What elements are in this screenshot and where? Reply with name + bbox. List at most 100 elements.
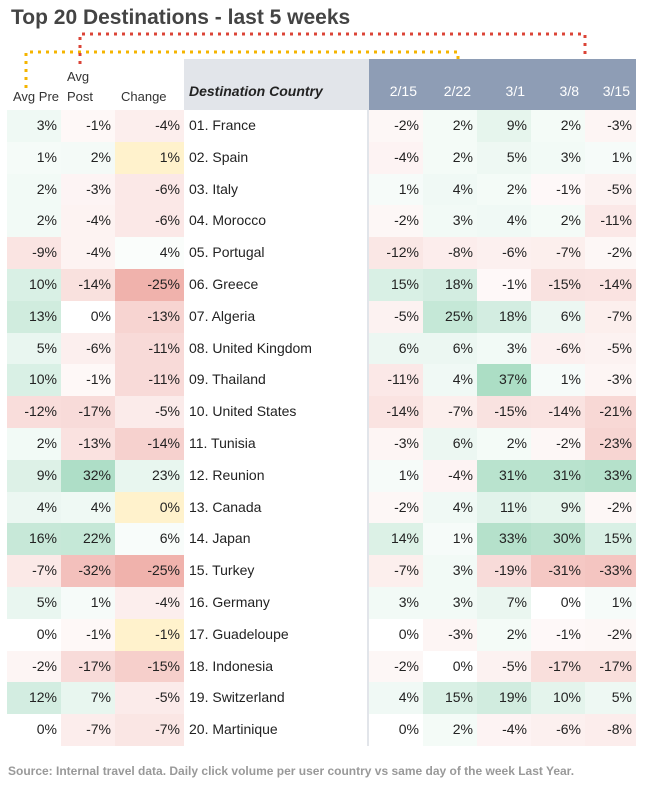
cell-avg-post: -32% bbox=[61, 555, 115, 587]
cell-week-3-15: -5% bbox=[585, 173, 636, 206]
cell-change: 4% bbox=[115, 237, 184, 269]
cell-week-2-15: 0% bbox=[369, 714, 423, 746]
cell-avg-pre: 12% bbox=[7, 682, 61, 715]
cell-week-2-22: -4% bbox=[423, 459, 477, 492]
cell-country: 02. Spain bbox=[184, 141, 367, 174]
cell-avg-post: 32% bbox=[61, 459, 115, 492]
cell-week-3-15: 1% bbox=[585, 141, 636, 174]
cell-week-3-1: 3% bbox=[477, 332, 531, 365]
cell-week-2-22: 4% bbox=[423, 491, 477, 524]
cell-week-3-8: 30% bbox=[531, 523, 585, 556]
cell-change: -15% bbox=[115, 650, 184, 683]
cell-week-2-22: 0% bbox=[423, 650, 477, 683]
cell-week-3-8: -6% bbox=[531, 332, 585, 365]
cell-change: -25% bbox=[115, 269, 184, 301]
header-destination-country: Destination Country bbox=[184, 59, 369, 110]
cell-week-3-8: -31% bbox=[531, 555, 585, 587]
cell-week-2-15: -3% bbox=[369, 428, 423, 460]
cell-week-3-1: 5% bbox=[477, 141, 531, 174]
cell-avg-pre: 5% bbox=[7, 587, 61, 619]
cell-avg-pre: 0% bbox=[7, 618, 61, 651]
cell-avg-post: -3% bbox=[61, 173, 115, 206]
cell-week-2-22: 3% bbox=[423, 205, 477, 238]
cell-week-2-15: 14% bbox=[369, 523, 423, 556]
cell-week-2-15: -2% bbox=[369, 205, 423, 238]
cell-week-3-1: -5% bbox=[477, 650, 531, 683]
cell-week-3-1: 9% bbox=[477, 110, 531, 142]
cell-country: 04. Morocco bbox=[184, 205, 367, 238]
cell-week-3-1: 4% bbox=[477, 205, 531, 238]
cell-country: 17. Guadeloupe bbox=[184, 618, 367, 651]
cell-week-3-8: -6% bbox=[531, 714, 585, 746]
cell-week-2-22: 2% bbox=[423, 714, 477, 746]
chart-title: Top 20 Destinations - last 5 weeks bbox=[11, 6, 351, 29]
cell-week-2-15: -5% bbox=[369, 300, 423, 333]
cell-avg-pre: 3% bbox=[7, 110, 61, 142]
cell-week-3-8: -7% bbox=[531, 237, 585, 269]
cell-week-3-15: -14% bbox=[585, 269, 636, 301]
cell-week-3-15: -8% bbox=[585, 714, 636, 746]
source-note: Source: Internal travel data. Daily clic… bbox=[8, 764, 575, 778]
cell-week-3-8: 6% bbox=[531, 300, 585, 333]
cell-avg-post: 0% bbox=[61, 300, 115, 333]
cell-avg-pre: 5% bbox=[7, 332, 61, 365]
cell-change: -14% bbox=[115, 428, 184, 460]
cell-week-2-22: 6% bbox=[423, 428, 477, 460]
cell-week-2-15: 1% bbox=[369, 459, 423, 492]
cell-week-2-22: 1% bbox=[423, 523, 477, 556]
cell-avg-post: 1% bbox=[61, 587, 115, 619]
cell-country: 03. Italy bbox=[184, 173, 367, 206]
cell-avg-pre: -9% bbox=[7, 237, 61, 269]
cell-country: 05. Portugal bbox=[184, 237, 367, 269]
cell-week-3-8: 10% bbox=[531, 682, 585, 715]
cell-week-3-8: 31% bbox=[531, 459, 585, 492]
cell-week-3-8: -2% bbox=[531, 428, 585, 460]
cell-avg-pre: 16% bbox=[7, 523, 61, 556]
cell-week-3-8: -15% bbox=[531, 269, 585, 301]
cell-avg-post: 2% bbox=[61, 141, 115, 174]
cell-week-3-15: 1% bbox=[585, 587, 636, 619]
cell-week-2-15: 15% bbox=[369, 269, 423, 301]
cell-week-3-8: -17% bbox=[531, 650, 585, 683]
cell-country: 14. Japan bbox=[184, 523, 367, 556]
column-divider bbox=[367, 110, 369, 746]
cell-change: -4% bbox=[115, 110, 184, 142]
cell-change: 23% bbox=[115, 459, 184, 492]
cell-week-3-1: 18% bbox=[477, 300, 531, 333]
cell-change: -4% bbox=[115, 587, 184, 619]
cell-change: -11% bbox=[115, 332, 184, 365]
cell-week-3-15: -3% bbox=[585, 364, 636, 397]
cell-avg-post: -6% bbox=[61, 332, 115, 365]
cell-country: 09. Thailand bbox=[184, 364, 367, 397]
cell-week-2-15: -2% bbox=[369, 491, 423, 524]
cell-avg-post: -4% bbox=[61, 237, 115, 269]
cell-country: 16. Germany bbox=[184, 587, 367, 619]
cell-week-2-15: -11% bbox=[369, 364, 423, 397]
cell-week-3-15: -7% bbox=[585, 300, 636, 333]
cell-week-3-1: -19% bbox=[477, 555, 531, 587]
cell-week-3-15: -11% bbox=[585, 205, 636, 238]
cell-week-3-1: -1% bbox=[477, 269, 531, 301]
cell-week-3-8: 1% bbox=[531, 364, 585, 397]
cell-week-3-8: -14% bbox=[531, 396, 585, 428]
cell-avg-post: 4% bbox=[61, 491, 115, 524]
cell-week-2-15: 4% bbox=[369, 682, 423, 715]
cell-week-2-22: 25% bbox=[423, 300, 477, 333]
cell-country: 01. France bbox=[184, 110, 367, 142]
cell-week-3-1: 11% bbox=[477, 491, 531, 524]
cell-avg-post: -14% bbox=[61, 269, 115, 301]
cell-week-2-22: 18% bbox=[423, 269, 477, 301]
cell-week-3-1: 37% bbox=[477, 364, 531, 397]
cell-week-3-1: 33% bbox=[477, 523, 531, 556]
cell-change: 6% bbox=[115, 523, 184, 556]
cell-avg-pre: 2% bbox=[7, 173, 61, 206]
cell-week-3-1: -4% bbox=[477, 714, 531, 746]
cell-week-2-15: -14% bbox=[369, 396, 423, 428]
cell-avg-post: -17% bbox=[61, 396, 115, 428]
cell-week-3-15: -17% bbox=[585, 650, 636, 683]
cell-avg-pre: 13% bbox=[7, 300, 61, 333]
cell-avg-post: 22% bbox=[61, 523, 115, 556]
cell-week-2-15: -2% bbox=[369, 110, 423, 142]
cell-change: -25% bbox=[115, 555, 184, 587]
cell-country: 18. Indonesia bbox=[184, 650, 367, 683]
